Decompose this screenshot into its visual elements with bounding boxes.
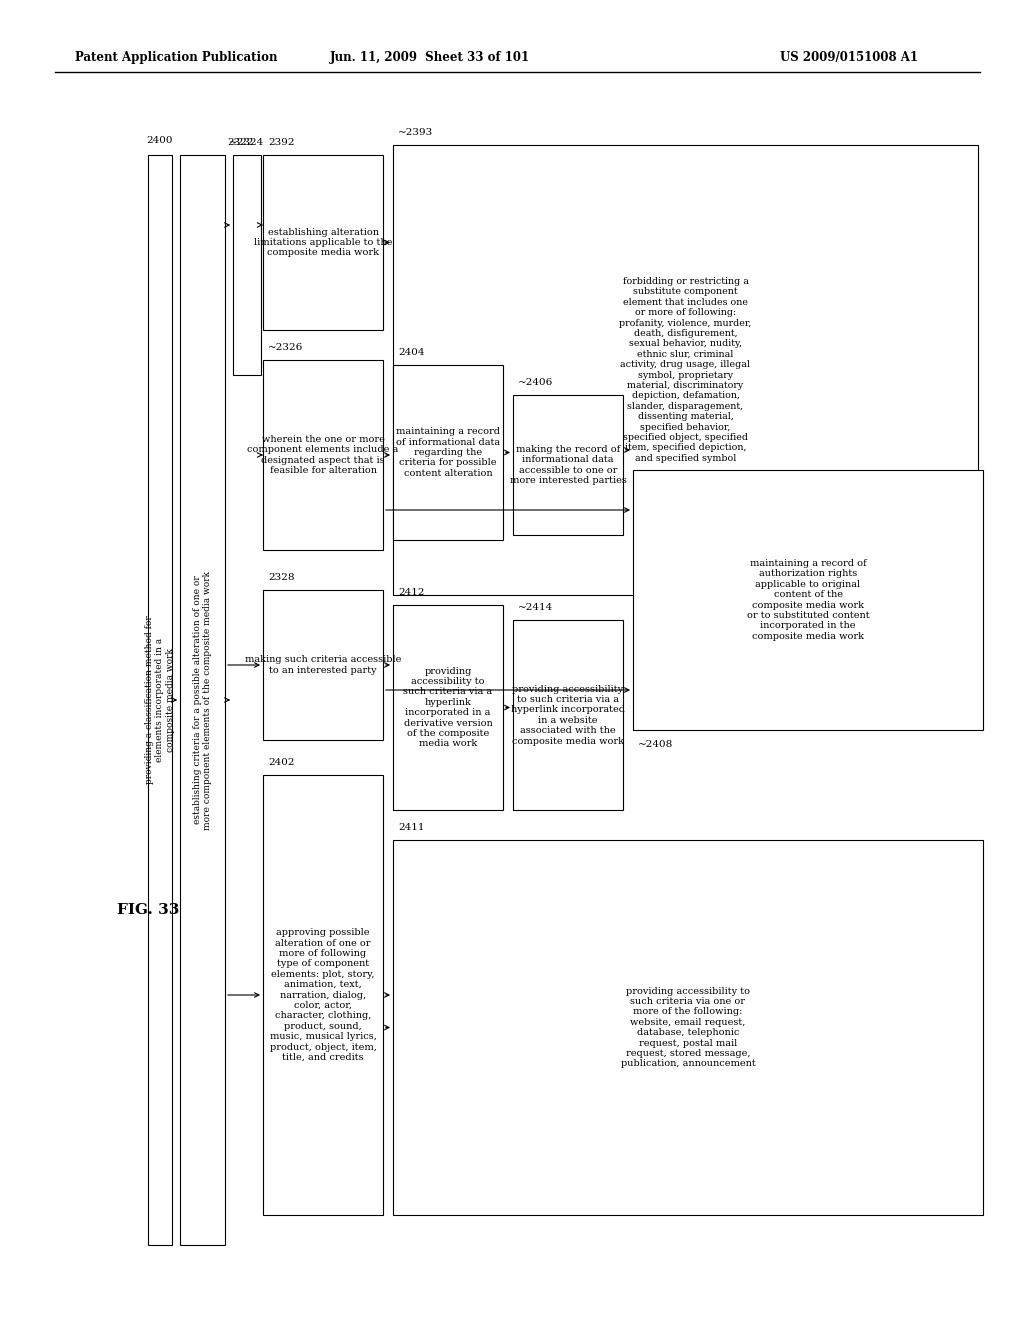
Bar xyxy=(233,154,261,375)
Text: approving possible
alteration of one or
more of following
type of component
elem: approving possible alteration of one or … xyxy=(269,928,377,1061)
Text: 2412: 2412 xyxy=(398,587,425,597)
Text: Jun. 11, 2009  Sheet 33 of 101: Jun. 11, 2009 Sheet 33 of 101 xyxy=(330,50,530,63)
Text: wherein the one or more
component elements include a
designated aspect that is
f: wherein the one or more component elemen… xyxy=(248,434,398,475)
Bar xyxy=(633,470,983,730)
Text: providing accessibility to
such criteria via one or
more of the following:
websi: providing accessibility to such criteria… xyxy=(621,986,756,1068)
Bar xyxy=(180,154,225,1245)
Text: ~2326: ~2326 xyxy=(268,343,303,352)
Text: making the record of
informational data
accessible to one or
more interested par: making the record of informational data … xyxy=(510,445,627,486)
Text: forbidding or restricting a
substitute component
element that includes one
or mo: forbidding or restricting a substitute c… xyxy=(620,277,752,463)
Text: 2411: 2411 xyxy=(398,822,425,832)
Text: US 2009/0151008 A1: US 2009/0151008 A1 xyxy=(780,50,918,63)
Text: ~2414: ~2414 xyxy=(518,603,553,612)
Bar xyxy=(148,154,172,1245)
Text: providing a classification method for
elements incorporated in a
composite media: providing a classification method for el… xyxy=(145,615,175,784)
Text: 2328: 2328 xyxy=(268,573,295,582)
Text: maintaining a record of
authorization rights
applicable to original
content of t: maintaining a record of authorization ri… xyxy=(746,560,869,642)
Text: providing
accessibility to
such criteria via a
hyperlink
incorporated in a
deriv: providing accessibility to such criteria… xyxy=(403,667,493,748)
Bar xyxy=(393,840,983,1214)
Bar xyxy=(393,605,503,810)
Text: 2404: 2404 xyxy=(398,348,425,356)
Bar xyxy=(263,360,383,550)
Bar xyxy=(513,620,623,810)
Text: ~2406: ~2406 xyxy=(518,378,553,387)
Text: ~2408: ~2408 xyxy=(638,741,673,748)
Text: establishing alteration
limitations applicable to the
composite media work: establishing alteration limitations appl… xyxy=(254,227,392,257)
Text: establishing criteria for a possible alteration of one or
more component element: establishing criteria for a possible alt… xyxy=(193,570,212,829)
Text: providing accessibility
to such criteria via a
hyperlink incorporated
in a websi: providing accessibility to such criteria… xyxy=(511,685,625,746)
Text: FIG. 33: FIG. 33 xyxy=(117,903,179,917)
Bar xyxy=(513,395,623,535)
Bar xyxy=(263,590,383,741)
Text: making such criteria accessible
to an interested party: making such criteria accessible to an in… xyxy=(245,655,401,675)
Text: Patent Application Publication: Patent Application Publication xyxy=(75,50,278,63)
Text: ~2393: ~2393 xyxy=(398,128,433,137)
Bar xyxy=(263,154,383,330)
Text: 2400: 2400 xyxy=(146,136,173,145)
Bar xyxy=(263,775,383,1214)
Text: 2402: 2402 xyxy=(268,758,295,767)
Bar xyxy=(393,366,503,540)
Text: maintaining a record
of informational data
regarding the
criteria for possible
c: maintaining a record of informational da… xyxy=(396,428,500,478)
Text: 2392: 2392 xyxy=(268,139,295,147)
Text: ~2324: ~2324 xyxy=(229,139,264,147)
Bar xyxy=(393,145,978,595)
Text: 2322: 2322 xyxy=(227,139,254,147)
